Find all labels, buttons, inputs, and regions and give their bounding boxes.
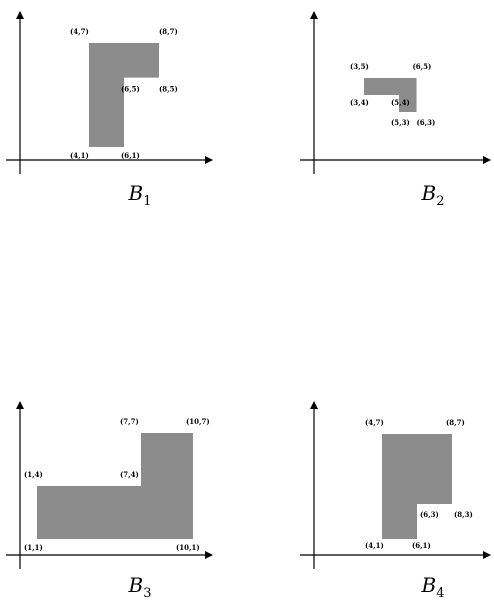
- vertex-label: (8,7): [159, 27, 178, 36]
- panel-4: (4,7) (8,7) (6,3) (8,3) (4,1) (6,1) B4: [300, 401, 491, 601]
- panel-2: (3,5) (6,5) (3,4) (5,4) (5,3) (6,3) B2: [300, 11, 491, 209]
- vertex-label: (3,4): [350, 98, 369, 107]
- vertex-label: (6,1): [121, 151, 140, 160]
- vertex-label: (10,7): [186, 417, 210, 426]
- vertex-label: (6,3): [420, 510, 439, 519]
- vertex-label: (3,5): [350, 62, 369, 71]
- vertex-label: (6,5): [413, 62, 432, 71]
- panel-caption: B3: [128, 573, 152, 601]
- vertex-label: (6,3): [417, 118, 436, 127]
- vertex-label: (10,1): [176, 543, 200, 552]
- shape-region: [37, 432, 193, 539]
- panel-3: (7,7) (10,7) (1,4) (7,4) (1,1) (10,1) B3: [6, 401, 213, 601]
- vertex-label: (4,7): [70, 27, 89, 36]
- vertex-label: (4,7): [365, 418, 384, 427]
- vertex-label: (7,7): [120, 417, 139, 426]
- panel-1: (4,7) (8,7) (6,5) (8,5) (4,1) (6,1) B1: [6, 11, 213, 209]
- vertex-label: (1,1): [24, 543, 43, 552]
- vertex-label: (6,1): [412, 541, 431, 550]
- shape-region: [382, 434, 452, 539]
- shape-region: [364, 78, 417, 112]
- vertex-label: (8,7): [446, 418, 465, 427]
- vertex-label: (5,3): [391, 118, 410, 127]
- panel-caption: B1: [128, 181, 152, 209]
- shape-region: [89, 43, 159, 147]
- vertex-label: (6,5): [121, 85, 140, 94]
- vertex-label: (4,1): [70, 151, 89, 160]
- vertex-label: (7,4): [120, 470, 139, 479]
- vertex-label: (8,5): [159, 85, 178, 94]
- vertex-label: (8,3): [454, 510, 473, 519]
- panel-caption: B2: [421, 181, 445, 209]
- vertex-label: (4,1): [365, 541, 384, 550]
- vertex-label: (5,4): [391, 98, 410, 107]
- vertex-label: (1,4): [24, 470, 43, 479]
- panel-caption: B4: [421, 573, 445, 601]
